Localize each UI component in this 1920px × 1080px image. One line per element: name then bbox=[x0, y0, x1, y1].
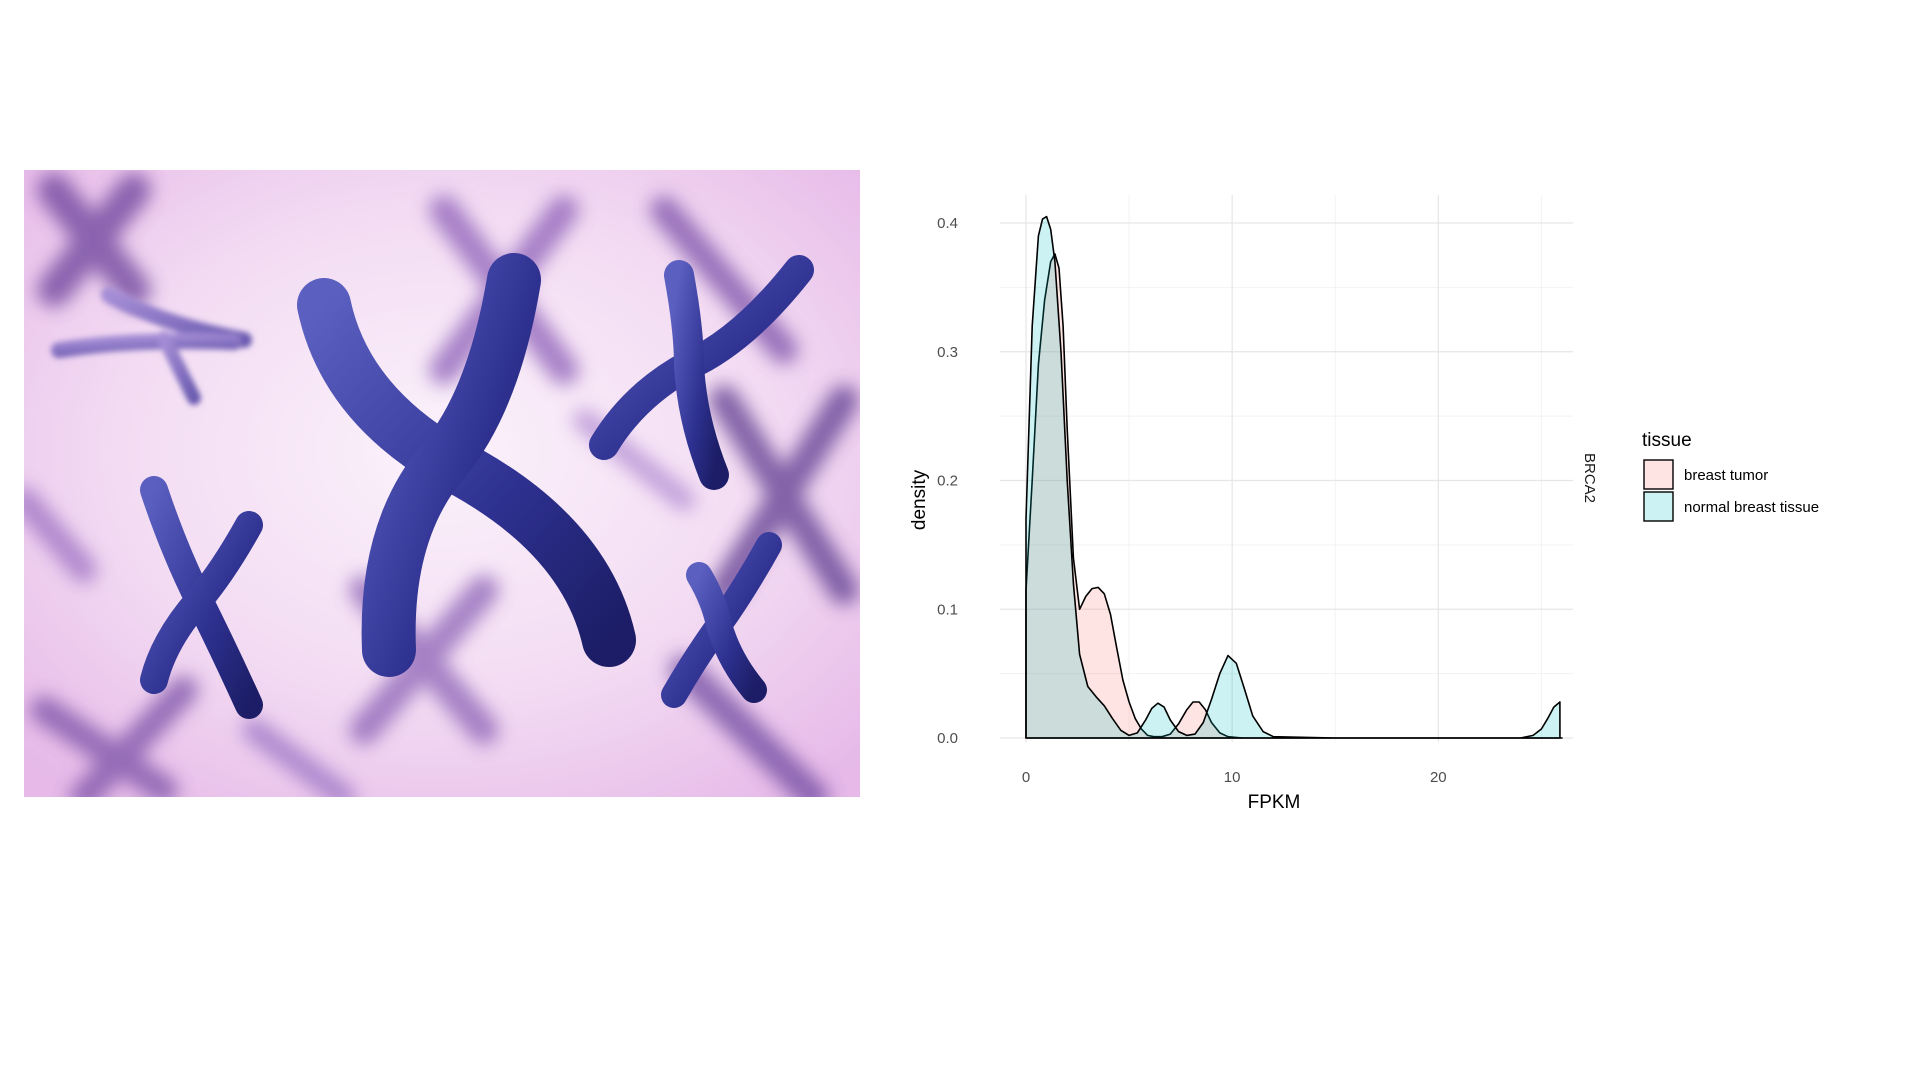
y-tick-label: 0.0 bbox=[937, 730, 958, 747]
y-tick-label: 0.4 bbox=[937, 215, 958, 232]
x-axis-ticks: 0 10 20 bbox=[1022, 769, 1447, 786]
x-tick-label: 0 bbox=[1022, 769, 1030, 786]
x-axis-title: FPKM bbox=[1248, 792, 1301, 813]
y-tick-label: 0.3 bbox=[937, 344, 958, 361]
y-axis-ticks: 0.0 0.1 0.2 0.3 0.4 bbox=[937, 215, 958, 747]
legend-label: breast tumor bbox=[1684, 467, 1768, 484]
y-axis-title: density bbox=[909, 469, 930, 530]
legend-key bbox=[1643, 491, 1674, 522]
legend-key bbox=[1643, 459, 1674, 490]
legend: tissue breast tumor normal breast tissue bbox=[1642, 430, 1819, 522]
x-tick-label: 10 bbox=[1224, 769, 1241, 786]
y-tick-label: 0.1 bbox=[937, 601, 958, 618]
legend-label: normal breast tissue bbox=[1684, 499, 1819, 516]
density-areas bbox=[1025, 215, 1563, 739]
legend-title: tissue bbox=[1642, 430, 1692, 451]
density-area-breast-tumor bbox=[1025, 253, 1563, 739]
x-tick-label: 20 bbox=[1430, 769, 1447, 786]
chromosome-photo bbox=[24, 170, 860, 797]
density-chart: 0 10 20 0.0 0.1 0.2 0.3 0.4 FPKM density BRCA2… bbox=[909, 195, 1819, 813]
density-area-normal-breast-tissue bbox=[1025, 215, 1561, 739]
y-tick-label: 0.2 bbox=[937, 473, 958, 490]
facet-strip-label: BRCA2 bbox=[1581, 453, 1598, 503]
